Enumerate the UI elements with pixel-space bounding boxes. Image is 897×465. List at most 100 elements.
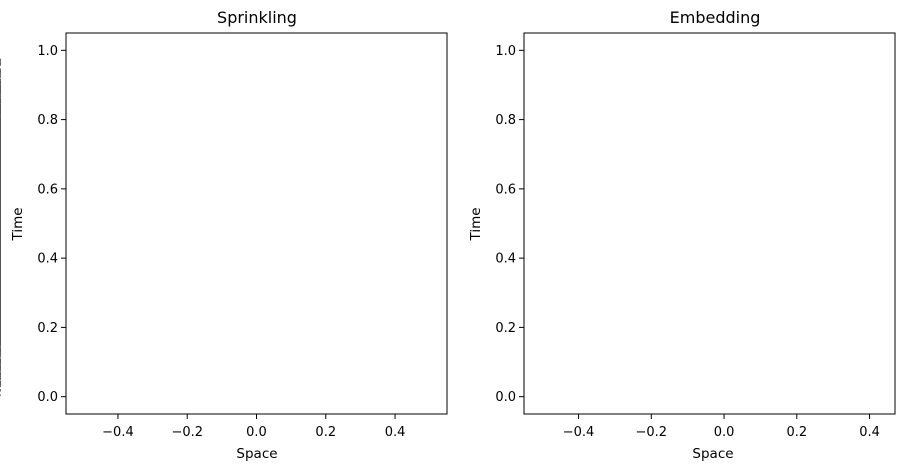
scatter-point [0,198,1,201]
scatter-point [0,174,1,177]
scatter-point [0,103,1,106]
scatter-point [0,110,1,113]
scatter-point [0,345,1,348]
x-tick-label: 0.2 [786,425,807,440]
scatter-point [0,92,1,95]
scatter-point [0,121,1,124]
x-tick-label: −0.4 [563,425,595,440]
x-axis-ticks: −0.4 −0.2 0.0 0.2 0.4 [102,414,405,440]
y-axis-ticks: 0.0 0.2 0.4 0.6 0.8 1.0 [37,44,66,405]
scatter-point [0,216,1,219]
scatter-point [0,158,1,161]
scatter-point [0,71,1,73]
scatter-point [0,60,1,62]
scatter-point [0,378,1,381]
x-tick-label: 0.0 [714,425,735,440]
y-tick-label: 0.8 [37,113,58,128]
scatter-point [0,154,1,157]
scatter-point [0,352,1,355]
scatter-point [0,284,1,287]
scatter-point [0,177,1,180]
x-axis-label: Space [236,446,277,462]
scatter-point [0,302,1,305]
scatter-point [0,187,1,190]
scatter-point [0,89,1,92]
scatter-point [0,97,1,100]
axes-frame [65,32,448,415]
scatter-point [0,388,1,391]
x-tick-label: −0.2 [171,425,203,440]
scatter-point [0,100,1,102]
y-tick-label: 0.2 [37,321,58,336]
scatter-point [0,385,1,388]
y-tick-label: 0.8 [495,113,516,128]
scatter-point [0,118,1,120]
scatter-point [0,246,1,249]
scatter-point [0,355,1,358]
scatter-point [0,250,1,253]
scatter-point [0,214,1,217]
scatter-point [0,143,1,145]
scatter-point [0,109,1,112]
y-tick-label: 0.2 [495,321,516,336]
scatter-point [0,350,1,353]
scatter-point [0,330,1,333]
scatter-point [0,81,1,84]
scatter-point [0,384,1,386]
scatter-point [0,394,1,396]
scatter-point [0,228,1,231]
scatter-point [0,243,1,246]
scatter-point [0,202,1,204]
scatter-point [0,62,1,65]
scatter-point [0,264,1,267]
scatter-points [0,60,1,396]
y-tick-label: 0.6 [495,182,516,197]
y-tick-label: 0.4 [37,252,58,267]
scatter-point [0,278,1,281]
scatter-point [0,113,1,115]
scatter-point [0,260,1,263]
scatter-point [0,169,1,172]
x-axis-label: Space [692,446,733,462]
scatter-point [0,294,1,297]
scatter-point [0,381,1,383]
scatter-point [0,308,1,311]
scatter-point [0,106,1,109]
scatter-point [0,361,1,363]
scatter-point [0,325,1,328]
scatter-point [0,119,1,122]
scatter-point [0,184,1,187]
scatter-point [0,274,1,277]
scatter-point [0,125,1,128]
chart-title: Embedding [670,8,761,27]
scatter-point [0,281,1,284]
scatter-point [0,148,1,151]
scatter-point [0,366,1,368]
scatter-point [0,266,1,269]
scatter-point [0,160,1,163]
scatter-point [0,85,1,88]
x-tick-label: 0.2 [315,425,336,440]
scatter-point [0,145,1,147]
scatter-point [0,256,1,259]
scatter-point [0,364,1,367]
scatter-point [0,211,1,214]
scatter-point [0,306,1,309]
scatter-point [0,64,1,66]
scatter-point [0,78,1,81]
scatter-point [0,299,1,302]
axes-frame [523,32,896,415]
scatter-point [0,226,1,229]
scatter-point [0,204,1,207]
y-tick-label: 1.0 [495,44,516,59]
scatter-point [0,254,1,257]
scatter-point [0,310,1,313]
scatter-point [0,272,1,275]
scatter-point [0,75,1,78]
scatter-point [0,191,1,194]
scatter-point [0,123,1,126]
scatter-point [0,153,1,155]
y-tick-label: 0.4 [495,252,516,267]
scatter-point [0,339,1,342]
scatter-point [0,208,1,211]
